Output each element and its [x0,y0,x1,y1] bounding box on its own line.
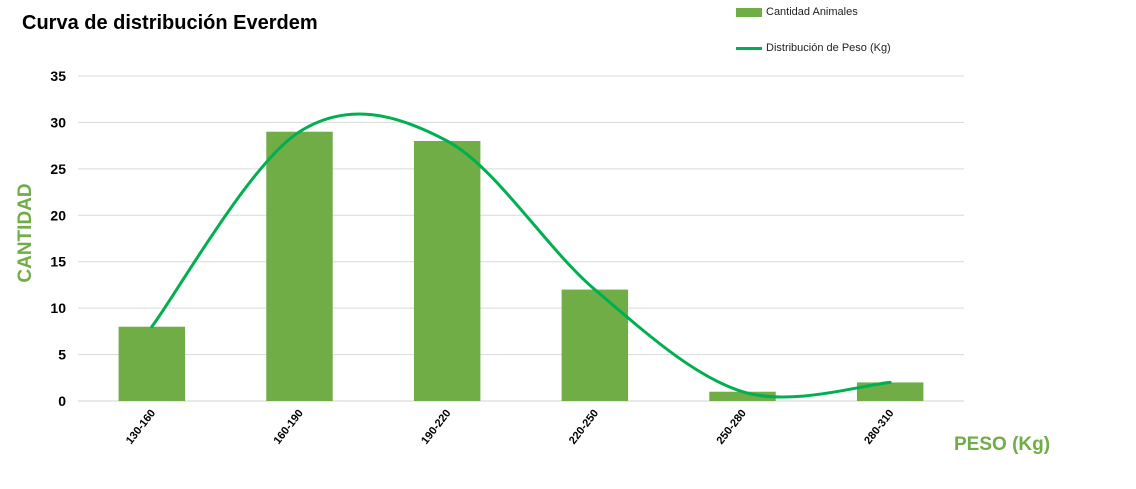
y-tick-label: 25 [50,161,66,177]
legend-label-line: Distribución de Peso (Kg) [766,42,891,54]
y-tick-label: 20 [50,207,66,223]
bar [413,141,481,401]
x-tick-label: 280-310 [862,407,896,446]
legend-swatch-line [736,46,762,50]
legend-item-bar: Cantidad Animales [736,6,858,18]
x-tick-label: 190-220 [419,407,453,446]
y-tick-label: 5 [58,347,66,363]
bar [709,391,776,401]
legend-item-line: Distribución de Peso (Kg) [736,42,891,54]
legend-swatch-bar [736,7,762,17]
y-tick-label: 0 [58,393,66,409]
bar [856,382,924,401]
x-tick-label: 250-280 [715,407,749,446]
bar [561,289,629,401]
chart-title: Curva de distribución Everdem [22,12,318,34]
x-axis-title: PESO (Kg) [954,434,1051,455]
x-tick-label: 130-160 [124,407,158,446]
legend-label-bar: Cantidad Animales [766,6,858,18]
y-tick-label: 35 [50,68,66,84]
x-tick-label: 160-190 [272,407,306,446]
x-tick-label: 220-250 [567,407,601,446]
series-line [150,112,892,399]
bar [266,131,333,401]
legend: Cantidad Animales Distribución de Peso (… [736,0,976,64]
y-tick-label: 30 [50,114,66,130]
y-tick-label: 15 [50,254,66,270]
bar [118,326,186,401]
y-tick-label: 10 [50,300,66,316]
